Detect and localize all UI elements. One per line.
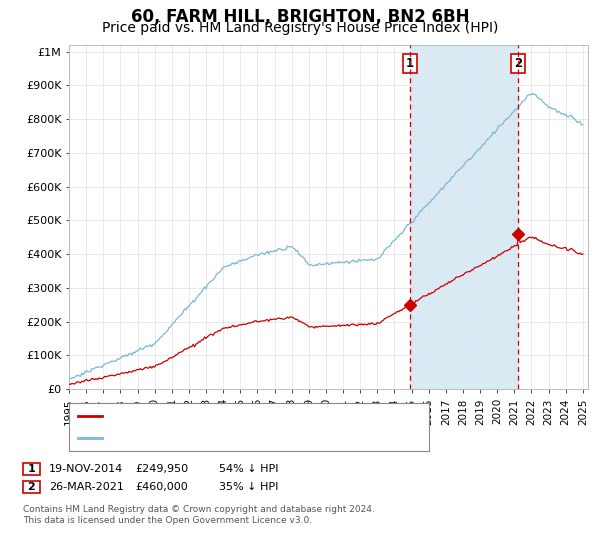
Text: £249,950: £249,950 xyxy=(135,464,188,474)
Text: 1: 1 xyxy=(406,57,414,70)
Text: £460,000: £460,000 xyxy=(135,482,188,492)
Text: 2: 2 xyxy=(514,57,523,70)
Text: Contains HM Land Registry data © Crown copyright and database right 2024.
This d: Contains HM Land Registry data © Crown c… xyxy=(23,505,374,525)
Text: 26-MAR-2021: 26-MAR-2021 xyxy=(49,482,124,492)
Text: Price paid vs. HM Land Registry's House Price Index (HPI): Price paid vs. HM Land Registry's House … xyxy=(102,21,498,35)
Text: HPI: Average price, detached house, Brighton and Hove: HPI: Average price, detached house, Brig… xyxy=(106,433,417,444)
Text: 1: 1 xyxy=(28,464,35,474)
Text: 2: 2 xyxy=(28,482,35,492)
Text: 35% ↓ HPI: 35% ↓ HPI xyxy=(219,482,278,492)
Text: 19-NOV-2014: 19-NOV-2014 xyxy=(49,464,124,474)
Text: 60, FARM HILL, BRIGHTON, BN2 6BH: 60, FARM HILL, BRIGHTON, BN2 6BH xyxy=(131,8,469,26)
Text: 54% ↓ HPI: 54% ↓ HPI xyxy=(219,464,278,474)
Bar xyxy=(410,45,518,389)
Text: 60, FARM HILL, BRIGHTON, BN2 6BH (detached house): 60, FARM HILL, BRIGHTON, BN2 6BH (detach… xyxy=(106,410,410,421)
